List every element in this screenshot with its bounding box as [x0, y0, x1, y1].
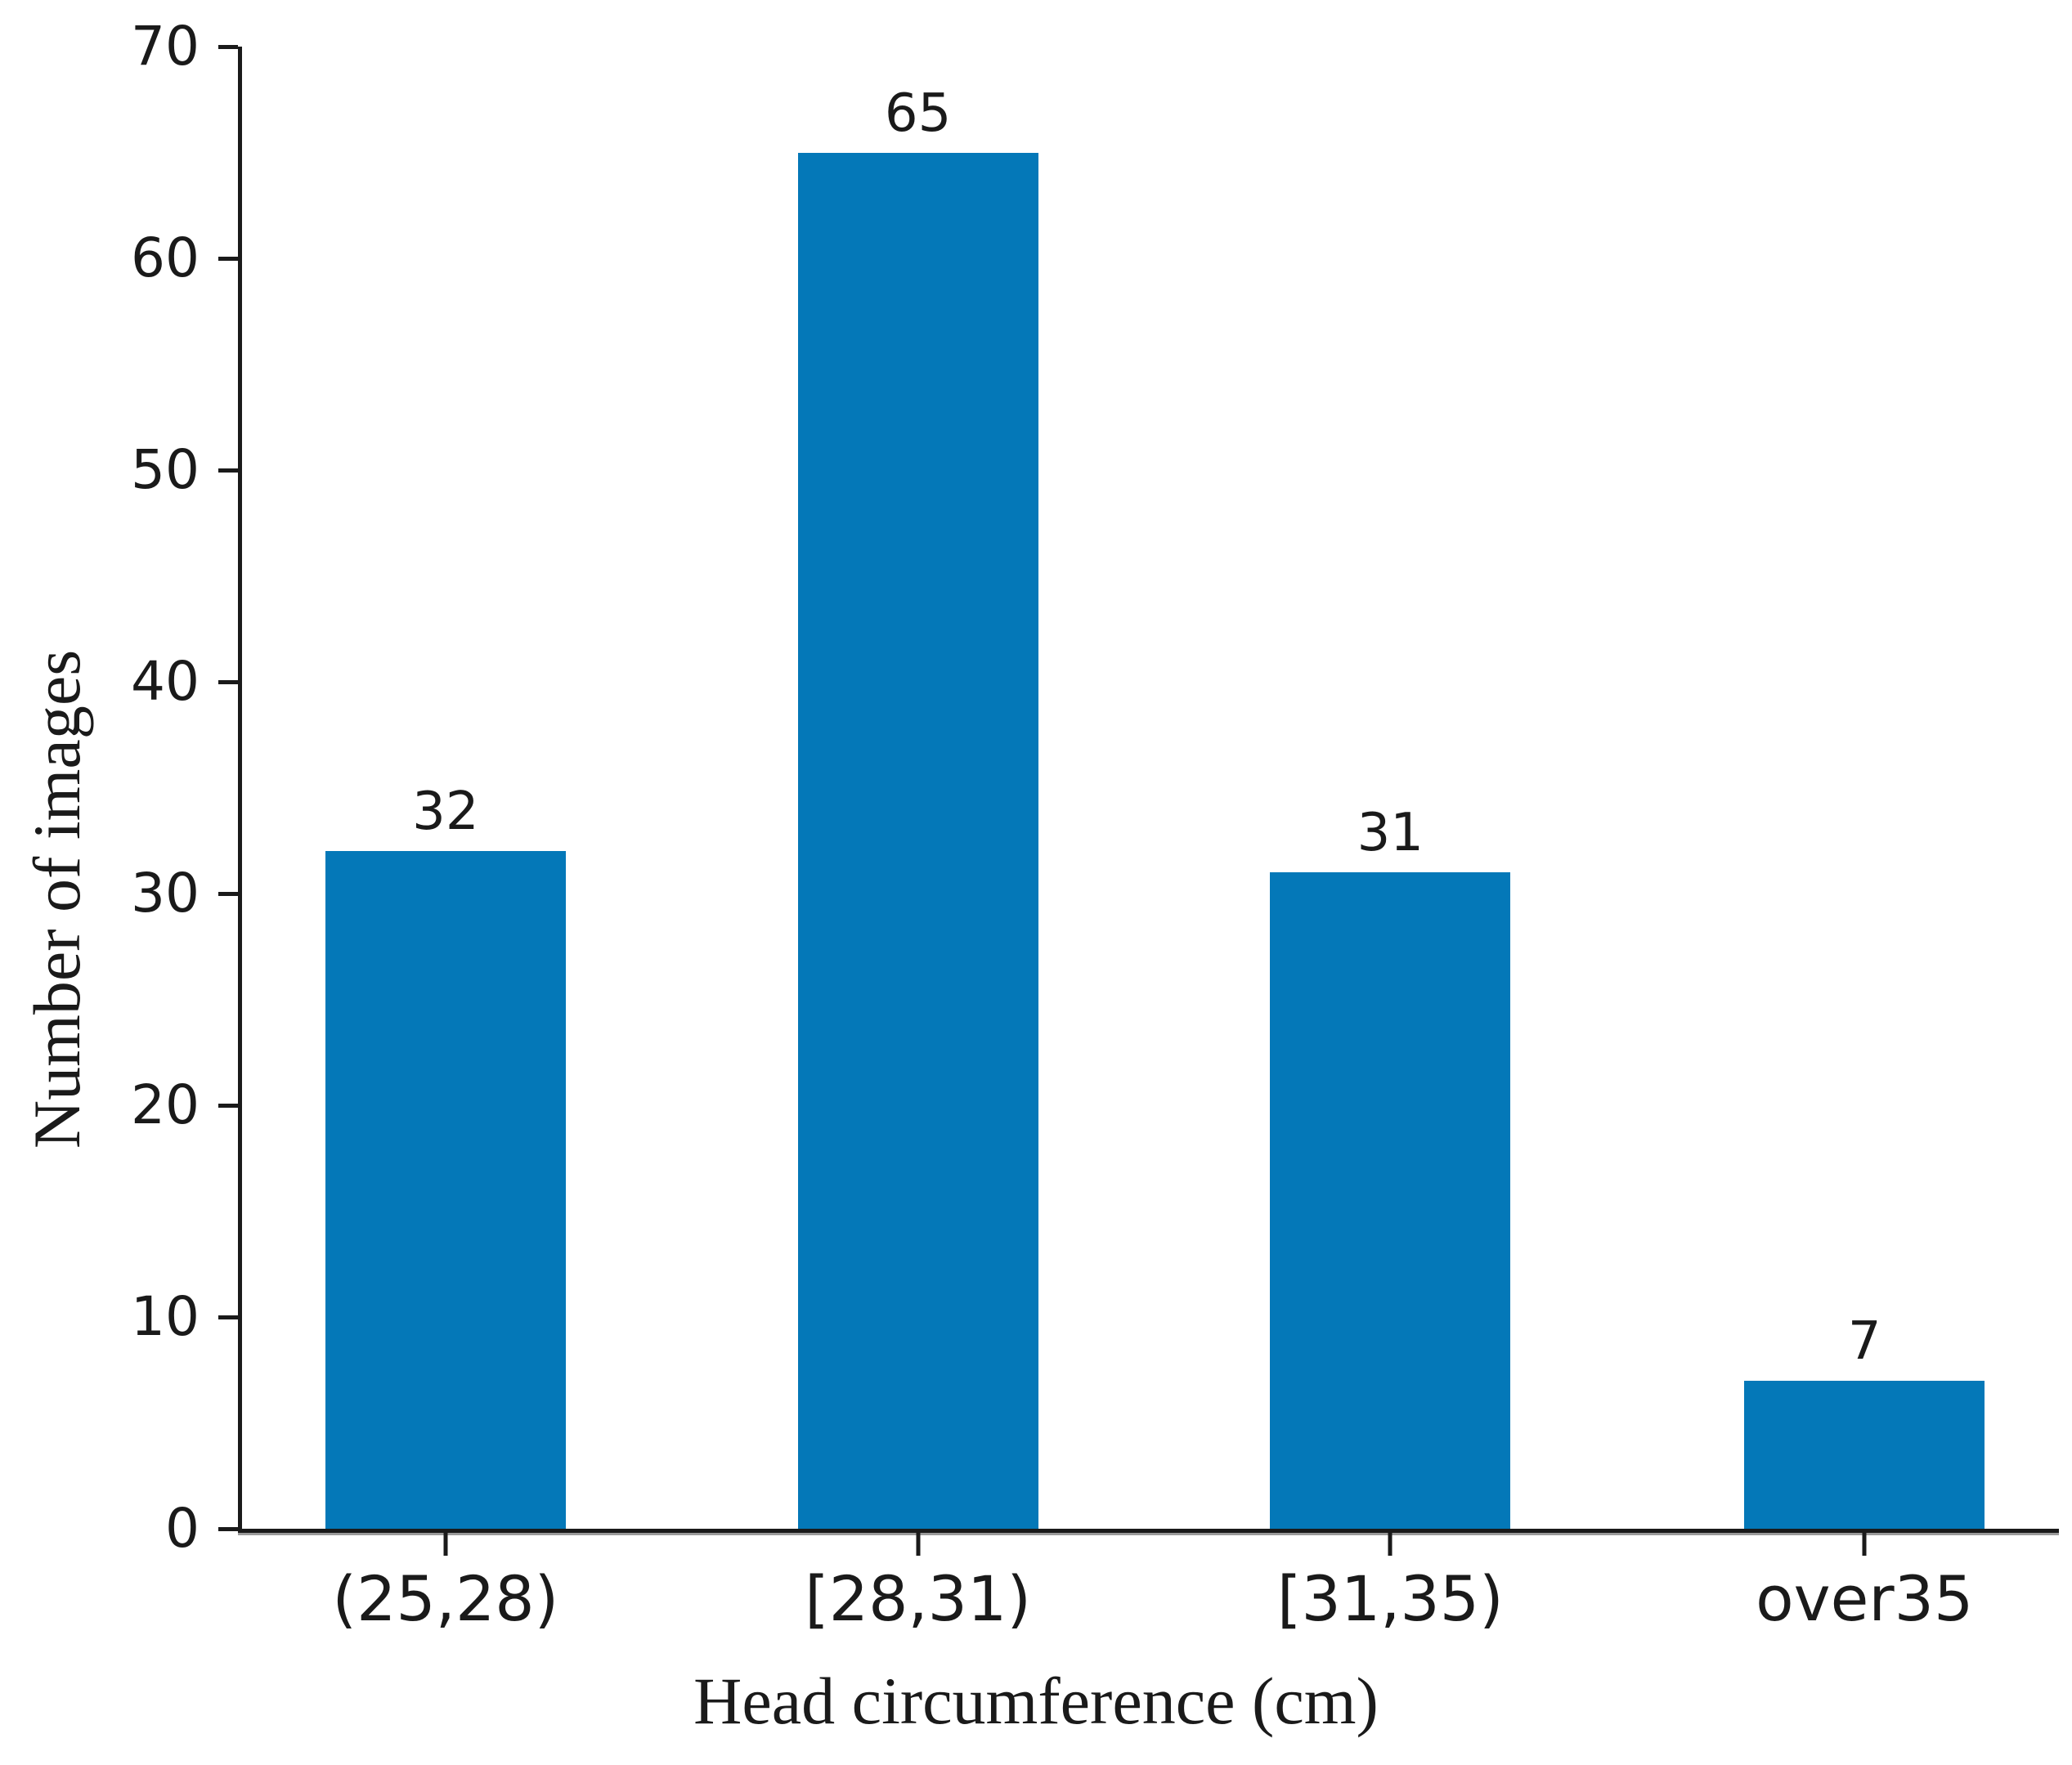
x-axis-title: Head circumference (cm): [693, 1664, 1379, 1738]
y-tick-label: 60: [131, 226, 200, 289]
y-tick-label: 20: [131, 1073, 200, 1136]
y-tick-label: 10: [131, 1285, 200, 1348]
y-tick-label: 40: [131, 650, 200, 713]
y-tick-mark: [218, 256, 238, 261]
y-tick-label: 70: [131, 15, 200, 78]
y-tick-mark: [218, 1315, 238, 1319]
bar-value-label: 7: [1847, 1310, 1881, 1372]
x-tick-mark: [916, 1533, 921, 1556]
x-tick-label: over35: [1756, 1562, 1974, 1635]
x-tick-label: [28,31): [805, 1562, 1032, 1635]
x-tick-label: [31,35): [1276, 1562, 1504, 1635]
bar-value-label: 65: [884, 83, 952, 144]
x-tick-mark: [1862, 1533, 1867, 1556]
bar-value-label: 31: [1357, 803, 1424, 864]
y-axis-title: Number of images: [20, 649, 94, 1149]
bar-value-label: 32: [412, 782, 479, 843]
x-tick-label: (25,28): [332, 1562, 559, 1635]
bar-over35: [1744, 1380, 1985, 1529]
x-tick-mark: [1388, 1533, 1393, 1556]
bar-(25,28): [325, 851, 566, 1529]
y-axis-spine: [238, 47, 242, 1533]
y-tick-mark: [218, 468, 238, 473]
y-tick-label: 0: [165, 1497, 200, 1560]
y-tick-label: 30: [131, 862, 200, 925]
y-tick-mark: [218, 1103, 238, 1108]
x-tick-mark: [443, 1533, 448, 1556]
y-tick-mark: [218, 44, 238, 49]
y-tick-mark: [218, 891, 238, 896]
y-tick-mark: [218, 1526, 238, 1531]
y-tick-label: 50: [131, 438, 200, 501]
bar-[28,31): [797, 152, 1038, 1529]
y-tick-mark: [218, 679, 238, 684]
x-axis-spine: [238, 1529, 2059, 1533]
plot-area: 0 10 20 30 40 50 60 70 32 (25,28) 65 [28,31) 31 [31,3…: [131, 20, 2059, 1630]
bar-[31,35): [1270, 872, 1511, 1529]
